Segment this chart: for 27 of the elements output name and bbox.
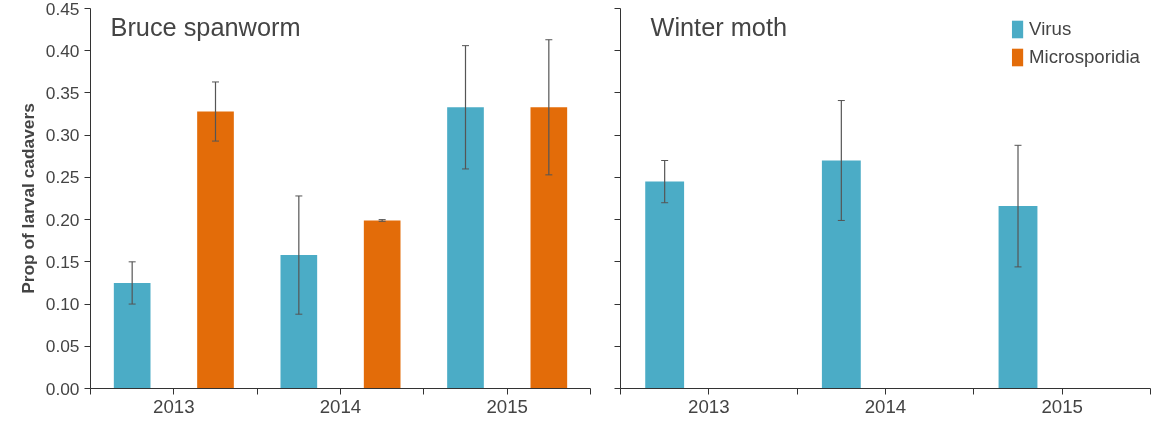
y-tick-label: 0.05 — [45, 336, 80, 357]
y-tick-label: 0.25 — [45, 167, 80, 188]
x-tick-label: 2014 — [319, 395, 362, 417]
x-tick-label: 2013 — [688, 395, 730, 417]
x-tick-label: 2014 — [864, 395, 907, 417]
bar — [197, 111, 234, 389]
y-tick-label: 0.45 — [45, 0, 80, 19]
bar — [447, 107, 484, 389]
bar — [363, 220, 401, 389]
y-tick-label: 0.15 — [45, 251, 80, 272]
x-tick-label: 2015 — [486, 395, 528, 417]
y-tick-label: 0.30 — [45, 125, 80, 146]
y-axis-title: Prop of larval cadavers — [17, 103, 38, 294]
bar — [530, 107, 568, 389]
bar — [113, 282, 151, 389]
chart-title: Winter moth — [650, 12, 788, 41]
y-tick-label: 0.35 — [45, 82, 80, 103]
legend-label: Microsporidia — [1029, 46, 1140, 68]
y-tick-label: 0.10 — [45, 294, 80, 315]
chart-title: Bruce spanworm — [110, 12, 301, 41]
bar — [280, 255, 318, 389]
x-tick-label: 2015 — [1041, 395, 1083, 417]
y-tick-label: 0.40 — [45, 40, 80, 61]
y-tick-label: 0.00 — [45, 378, 80, 399]
x-tick-label: 2013 — [153, 395, 195, 417]
y-tick-label: 0.20 — [45, 209, 80, 230]
legend-label: Virus — [1029, 18, 1072, 40]
